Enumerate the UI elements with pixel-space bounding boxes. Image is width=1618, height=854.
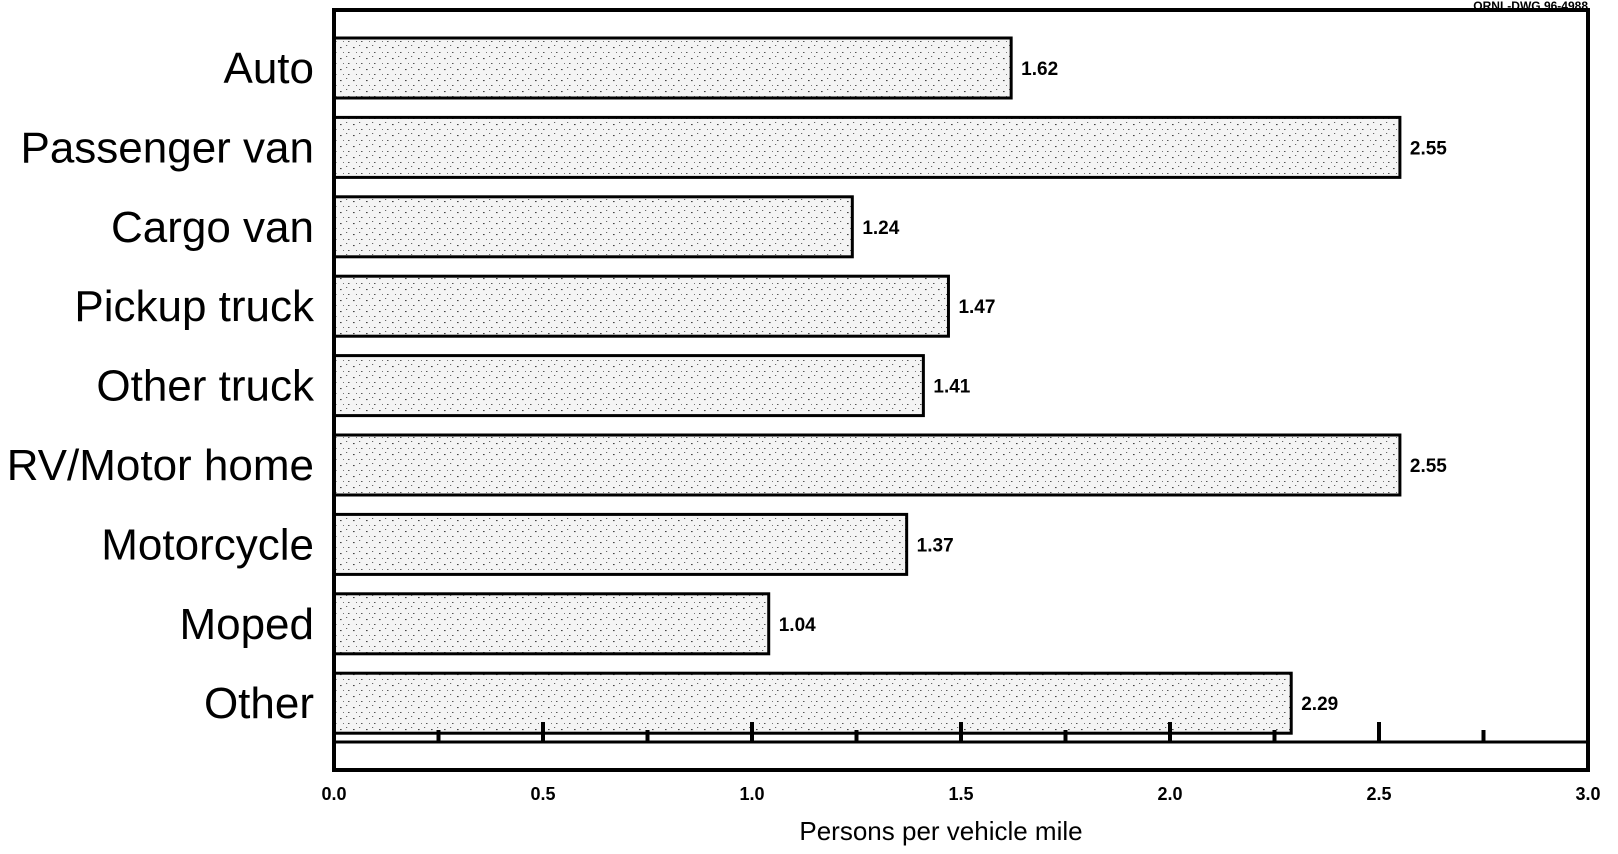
bar [332,36,1013,100]
x-axis-title: Persons per vehicle mile [799,816,1082,846]
category-label: Other truck [96,362,315,411]
x-axis: 0.0 0.5 1.0 1.5 2.0 2.5 3.0 [321,722,1601,804]
category-label: Moped [179,600,314,649]
value-label: 1.41 [933,377,970,398]
value-label: 1.24 [862,218,899,239]
x-tick-label: 2.5 [1366,784,1391,804]
x-tick-label: 1.5 [948,784,973,804]
bar [332,592,771,656]
value-label: 2.55 [1410,138,1447,159]
category-label: RV/Motor home [7,441,314,490]
value-label: 1.37 [917,535,954,556]
bar [332,115,1402,179]
bar [332,354,925,418]
category-label: Other [204,679,314,728]
bar [332,512,909,576]
category-label: Cargo van [111,203,314,252]
value-label: 2.29 [1301,694,1338,715]
bars-group: Auto 1.62 Passenger van 2.55 Cargo van 1.24 Pi… [7,36,1447,735]
x-tick-label: 2.0 [1157,784,1182,804]
x-tick-label: 3.0 [1575,784,1600,804]
plot-frame [332,8,1590,772]
category-label: Auto [223,44,314,93]
x-tick-label: 1.0 [739,784,764,804]
category-label: Passenger van [20,123,314,172]
value-label: 1.47 [958,297,995,318]
x-tick-label: 0.0 [321,784,346,804]
x-tick-label: 0.5 [530,784,555,804]
category-label: Motorcycle [101,520,314,569]
bar [332,671,1293,735]
category-label: Pickup truck [74,282,315,331]
value-label: 1.04 [779,615,816,636]
bar [332,433,1402,497]
value-label: 1.62 [1021,59,1058,80]
bar [332,195,854,259]
bar [332,274,950,338]
value-label: 2.55 [1410,456,1447,477]
